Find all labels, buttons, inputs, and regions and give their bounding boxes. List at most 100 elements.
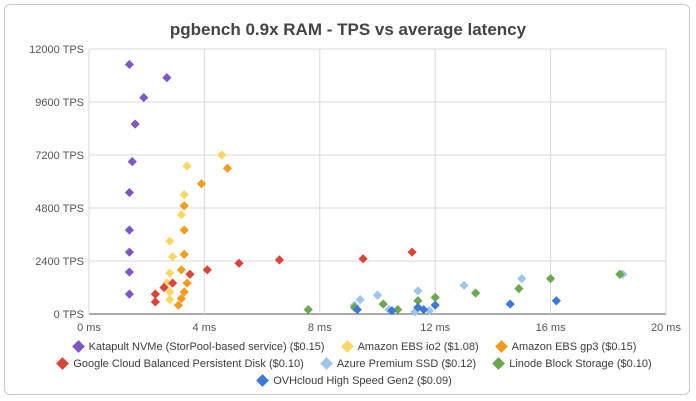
data-point <box>124 289 134 299</box>
legend-item: Katapult NVMe (StorPool-based service) (… <box>71 340 325 353</box>
y-tick-label: 0 TPS <box>54 309 84 321</box>
data-point <box>424 306 435 316</box>
data-point <box>355 295 365 305</box>
data-point <box>378 299 388 309</box>
data-point <box>196 179 207 189</box>
data-point <box>124 267 134 277</box>
y-tick-label: 4800 TPS <box>35 203 84 215</box>
data-point <box>505 299 515 309</box>
legend-label: Amazon EBS io2 ($1.08) <box>357 340 479 353</box>
legend-swatch <box>492 357 506 370</box>
legend-swatch <box>56 357 70 370</box>
x-tick-label: 0 ms <box>77 322 101 334</box>
data-point <box>176 265 186 275</box>
x-tick-label: 12 ms <box>420 322 450 334</box>
data-point <box>352 304 362 315</box>
y-tick-label: 2400 TPS <box>35 256 84 268</box>
data-point <box>407 247 417 257</box>
data-point <box>413 286 423 296</box>
y-tick-label: 12000 TPS <box>29 44 84 56</box>
data-point <box>150 289 160 299</box>
legend-swatch <box>319 357 333 370</box>
data-point <box>165 268 175 278</box>
legend-row: OVHcloud High Speed Gen2 ($0.09) <box>40 372 670 389</box>
data-point <box>372 290 383 300</box>
legend-label: Azure Premium SSD ($0.12) <box>336 357 477 370</box>
legend-swatch <box>494 340 508 353</box>
data-point <box>179 225 189 235</box>
legend-item: Amazon EBS io2 ($1.08) <box>340 340 479 353</box>
data-point <box>459 280 469 290</box>
data-point <box>419 304 429 315</box>
axis-labels: 0 TPS 2400 TPS 4800 TPS 7200 TPS 9600 TPS 120… <box>29 44 681 334</box>
data-point <box>150 297 160 307</box>
data-point <box>165 287 175 297</box>
data-point <box>179 190 189 200</box>
legend-label: OVHcloud High Speed Gen2 ($0.09) <box>273 374 452 387</box>
data-point <box>179 249 189 259</box>
data-point <box>139 92 149 103</box>
data-point <box>615 269 625 279</box>
legend-swatch <box>71 340 85 353</box>
data-point <box>176 293 186 304</box>
chart-frame <box>4 4 690 395</box>
data-point <box>430 300 440 310</box>
data-point <box>168 251 178 262</box>
data-point <box>159 282 169 293</box>
data-point <box>165 295 175 305</box>
data-point <box>551 296 561 306</box>
x-tick-label: 8 ms <box>308 322 332 334</box>
data-point <box>176 210 186 220</box>
x-tick-label: 4 ms <box>192 322 216 334</box>
x-tick-label: 20 ms <box>651 322 681 334</box>
data-point <box>222 163 233 173</box>
data-point <box>168 278 178 288</box>
chart-legend: Katapult NVMe (StorPool-based service) (… <box>40 338 670 389</box>
data-point <box>274 255 285 265</box>
legend-item: Google Cloud Balanced Persistent Disk ($… <box>56 357 304 370</box>
data-point <box>470 288 481 298</box>
y-tick-label: 9600 TPS <box>35 97 84 109</box>
data-point <box>358 254 368 264</box>
legend-row: Katapult NVMe (StorPool-based service) (… <box>40 338 670 355</box>
y-tick-label: 7200 TPS <box>35 150 84 162</box>
data-point <box>127 157 137 167</box>
data-point <box>124 59 134 70</box>
data-point <box>393 304 403 315</box>
legend-label: Google Cloud Balanced Persistent Disk ($… <box>73 357 304 370</box>
data-point <box>217 150 227 160</box>
data-point <box>124 187 134 198</box>
legend-label: Katapult NVMe (StorPool-based service) (… <box>88 340 325 353</box>
data-point <box>517 274 527 284</box>
data-point <box>430 292 440 303</box>
data-point <box>124 247 134 257</box>
data-point <box>546 274 556 284</box>
data-point <box>165 236 175 246</box>
data-point <box>179 201 189 211</box>
data-point <box>182 161 192 171</box>
data-point <box>130 119 140 129</box>
legend-label: Amazon EBS gp3 ($0.15) <box>511 340 637 353</box>
data-point <box>387 306 397 316</box>
legend-row: Google Cloud Balanced Persistent Disk ($… <box>40 355 670 372</box>
data-point <box>179 287 189 297</box>
x-tick-label: 16 ms <box>536 322 566 334</box>
legend-swatch <box>256 374 270 387</box>
grid-lines <box>88 48 667 315</box>
data-point <box>234 258 244 268</box>
chart-title: pgbench 0.9x RAM - TPS vs average latenc… <box>169 20 527 39</box>
data-point <box>303 304 313 315</box>
data-point <box>162 73 172 83</box>
legend-item: Azure Premium SSD ($0.12) <box>319 357 477 370</box>
data-point <box>413 296 423 306</box>
data-point <box>173 300 184 310</box>
legend-item: Linode Block Storage ($0.10) <box>492 357 652 370</box>
data-point <box>514 284 524 294</box>
legend-item: Amazon EBS gp3 ($0.15) <box>494 340 637 353</box>
data-points <box>124 59 628 317</box>
data-point <box>182 278 192 288</box>
legend-item: OVHcloud High Speed Gen2 ($0.09) <box>256 374 452 387</box>
data-point <box>202 265 212 275</box>
legend-label: Linode Block Storage ($0.10) <box>509 357 652 370</box>
